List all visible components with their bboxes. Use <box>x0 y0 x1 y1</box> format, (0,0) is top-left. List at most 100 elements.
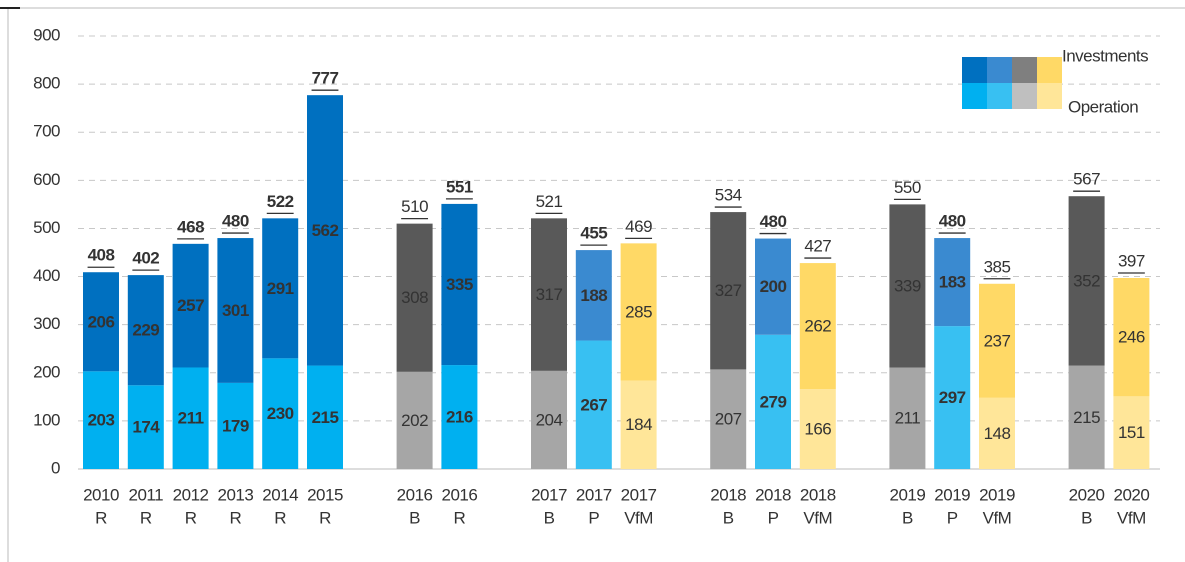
legend-swatch <box>962 57 987 83</box>
x-tick-label: 2011 <box>129 485 164 504</box>
segment-label: 166 <box>804 420 831 439</box>
y-tick-label: 400 <box>33 266 60 285</box>
segment-label: 188 <box>580 286 607 305</box>
segment-label: 206 <box>88 312 115 331</box>
x-tick-label: 2020 <box>1113 485 1149 504</box>
segment-label: 204 <box>536 410 563 429</box>
x-tick-label: 2017 <box>576 485 612 504</box>
segment-label: 200 <box>760 277 787 296</box>
x-tick-label: 2019 <box>934 485 970 504</box>
segment-label: 184 <box>625 415 652 434</box>
total-label: 427 <box>804 237 831 256</box>
segment-label: 148 <box>984 424 1011 443</box>
bar-segment <box>755 238 791 335</box>
segment-label: 267 <box>580 395 607 414</box>
bar-segment <box>575 250 612 341</box>
bar-segment <box>83 371 119 469</box>
bar-segment <box>710 369 747 469</box>
x-tick-label: 2015 <box>307 485 343 504</box>
bar-segment <box>1068 196 1105 366</box>
x-tick-label: B <box>723 508 734 527</box>
bar-segment <box>217 238 254 383</box>
x-tick-label: B <box>1081 508 1092 527</box>
segment-label: 285 <box>625 302 652 321</box>
bar-segment <box>620 243 657 381</box>
x-tick-label: P <box>947 508 958 527</box>
segment-label: 211 <box>895 409 921 428</box>
bar-segment <box>934 238 971 327</box>
legend-label: Operation <box>1068 97 1138 116</box>
x-tick-label: 2010 <box>83 485 119 504</box>
total-label: 534 <box>715 186 742 205</box>
segment-label: 327 <box>715 281 742 300</box>
legend-swatch <box>1037 83 1062 109</box>
y-tick-label: 800 <box>33 74 60 93</box>
bar-segment <box>979 283 1015 398</box>
total-label: 455 <box>580 224 607 243</box>
bar-segment <box>889 204 926 368</box>
bar-segment <box>531 370 567 469</box>
total-label: 522 <box>267 192 294 211</box>
x-tick-label: 2018 <box>710 485 746 504</box>
x-tick-label: R <box>274 508 286 527</box>
bar-segment <box>127 385 164 469</box>
segment-label: 257 <box>177 296 204 315</box>
bar-segment <box>710 212 747 370</box>
bar-segment <box>755 334 791 469</box>
y-tick-label: 100 <box>33 410 60 429</box>
segment-label: 562 <box>312 221 339 240</box>
x-tick-label: 2016 <box>397 485 433 504</box>
total-label: 385 <box>984 257 1011 276</box>
bar-segment <box>83 272 119 372</box>
segment-label: 297 <box>939 388 966 407</box>
segment-label: 291 <box>267 279 294 298</box>
x-tick-label: 2017 <box>531 485 567 504</box>
legend-swatch <box>962 83 987 109</box>
total-label: 402 <box>132 249 159 268</box>
bar-segment <box>396 223 433 372</box>
legend-label: Investments <box>1062 46 1148 65</box>
segment-label: 308 <box>401 288 428 307</box>
x-tick-label: R <box>319 508 331 527</box>
bar-segment <box>307 95 343 366</box>
bar-segment <box>262 218 299 359</box>
segment-label: 262 <box>804 317 831 336</box>
bar-segment <box>217 382 254 469</box>
bar-segment <box>441 203 478 366</box>
total-label: 510 <box>401 197 428 216</box>
x-tick-label: 2018 <box>755 485 791 504</box>
segment-label: 183 <box>939 273 966 292</box>
legend-swatch <box>1012 83 1037 109</box>
bar-segment <box>1068 365 1105 469</box>
x-tick-label: R <box>454 508 466 527</box>
segment-label: 339 <box>894 276 921 295</box>
x-tick-label: B <box>409 508 420 527</box>
total-label: 550 <box>894 178 921 197</box>
bar-segment <box>799 263 836 390</box>
segment-label: 246 <box>1118 328 1145 347</box>
total-label: 480 <box>222 212 249 231</box>
segment-label: 301 <box>222 301 249 320</box>
y-tick-label: 200 <box>33 362 60 381</box>
y-tick-label: 700 <box>33 122 60 141</box>
x-tick-label: P <box>588 508 599 527</box>
x-tick-label: 2016 <box>441 485 477 504</box>
segment-label: 215 <box>312 408 339 427</box>
x-tick-label: VfM <box>803 508 832 527</box>
bar-segment <box>127 275 164 386</box>
x-tick-label: 2019 <box>889 485 925 504</box>
segment-label: 279 <box>760 392 787 411</box>
x-tick-label: R <box>185 508 197 527</box>
x-tick-label: R <box>140 508 152 527</box>
total-label: 480 <box>939 212 966 231</box>
y-tick-label: 500 <box>33 218 60 237</box>
segment-label: 216 <box>446 408 473 427</box>
bar-segment <box>620 380 657 469</box>
x-tick-label: VfM <box>983 508 1012 527</box>
x-tick-label: VfM <box>1117 508 1146 527</box>
bar-segment <box>441 365 478 469</box>
segment-label: 230 <box>267 404 294 423</box>
total-label: 521 <box>536 192 563 211</box>
bar-segment <box>1113 277 1150 397</box>
